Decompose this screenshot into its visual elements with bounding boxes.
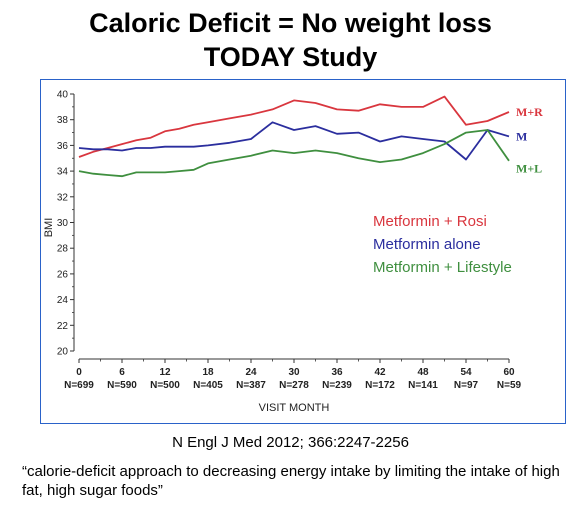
series-line-m-r — [78, 95, 510, 158]
slide-subtitle: TODAY Study — [203, 42, 378, 72]
x-tick-label: 0 — [76, 367, 82, 378]
x-tick-label: 48 — [417, 367, 429, 378]
y-tick-label: 36 — [57, 141, 69, 152]
n-label: N=278 — [279, 380, 309, 391]
chart-frame — [40, 79, 566, 424]
n-label: N=141 — [408, 380, 438, 391]
series-line-m-l — [78, 129, 510, 178]
legend-entry: Metformin + Rosi — [373, 213, 487, 230]
n-label: N=59 — [497, 380, 522, 391]
n-label: N=239 — [322, 380, 352, 391]
n-label: N=387 — [236, 380, 266, 391]
y-tick-label: 26 — [57, 269, 69, 280]
y-tick-label: 24 — [57, 295, 69, 306]
y-tick-label: 34 — [57, 167, 69, 178]
slide-title: Caloric Deficit = No weight loss — [89, 8, 492, 38]
x-tick-label: 54 — [460, 367, 472, 378]
y-tick-label: 30 — [57, 218, 69, 229]
n-label: N=590 — [107, 380, 137, 391]
quote-text: “calorie-deficit approach to decreasing … — [22, 463, 560, 499]
x-tick-label: 12 — [159, 367, 171, 378]
legend-entry: Metformin + Lifestyle — [373, 259, 512, 276]
y-tick-label: 32 — [57, 192, 69, 203]
x-tick-label: 18 — [202, 367, 214, 378]
x-tick-label: 36 — [331, 367, 343, 378]
n-label: N=97 — [454, 380, 479, 391]
y-tick-label: 20 — [57, 347, 69, 358]
x-tick-label: 42 — [374, 367, 386, 378]
x-axis-title: VISIT MONTH — [259, 402, 330, 414]
y-tick-label: 28 — [57, 244, 69, 255]
x-tick-label: 24 — [245, 367, 257, 378]
n-label: N=500 — [150, 380, 180, 391]
n-label: N=405 — [193, 380, 223, 391]
legend-entry: Metformin alone — [373, 236, 481, 253]
y-tick-label: 38 — [57, 115, 69, 126]
chart-axes: 20 22 24 26 28 30 32 34 36 38 40 0 N=699 6 N=590 12 N=50… — [43, 90, 522, 415]
chart-labels: M+R Metformin + Rosi M Metformin alone M+L Me… — [373, 105, 543, 276]
series-line-m — [78, 121, 510, 161]
x-tick-label: 30 — [288, 367, 300, 378]
x-tick-label: 6 — [119, 367, 125, 378]
citation: N Engl J Med 2012; 366:2247-2256 — [172, 434, 409, 451]
series-end-label: M+L — [516, 162, 542, 176]
n-label: N=172 — [365, 380, 395, 391]
n-label: N=699 — [64, 380, 94, 391]
y-tick-label: 22 — [57, 321, 69, 332]
series-end-label: M — [516, 129, 527, 143]
y-tick-label: 40 — [57, 90, 69, 101]
x-tick-label: 60 — [503, 367, 515, 378]
y-axis-title: BMI — [43, 218, 55, 238]
chart-lines — [78, 95, 510, 178]
series-end-label: M+R — [516, 105, 543, 119]
